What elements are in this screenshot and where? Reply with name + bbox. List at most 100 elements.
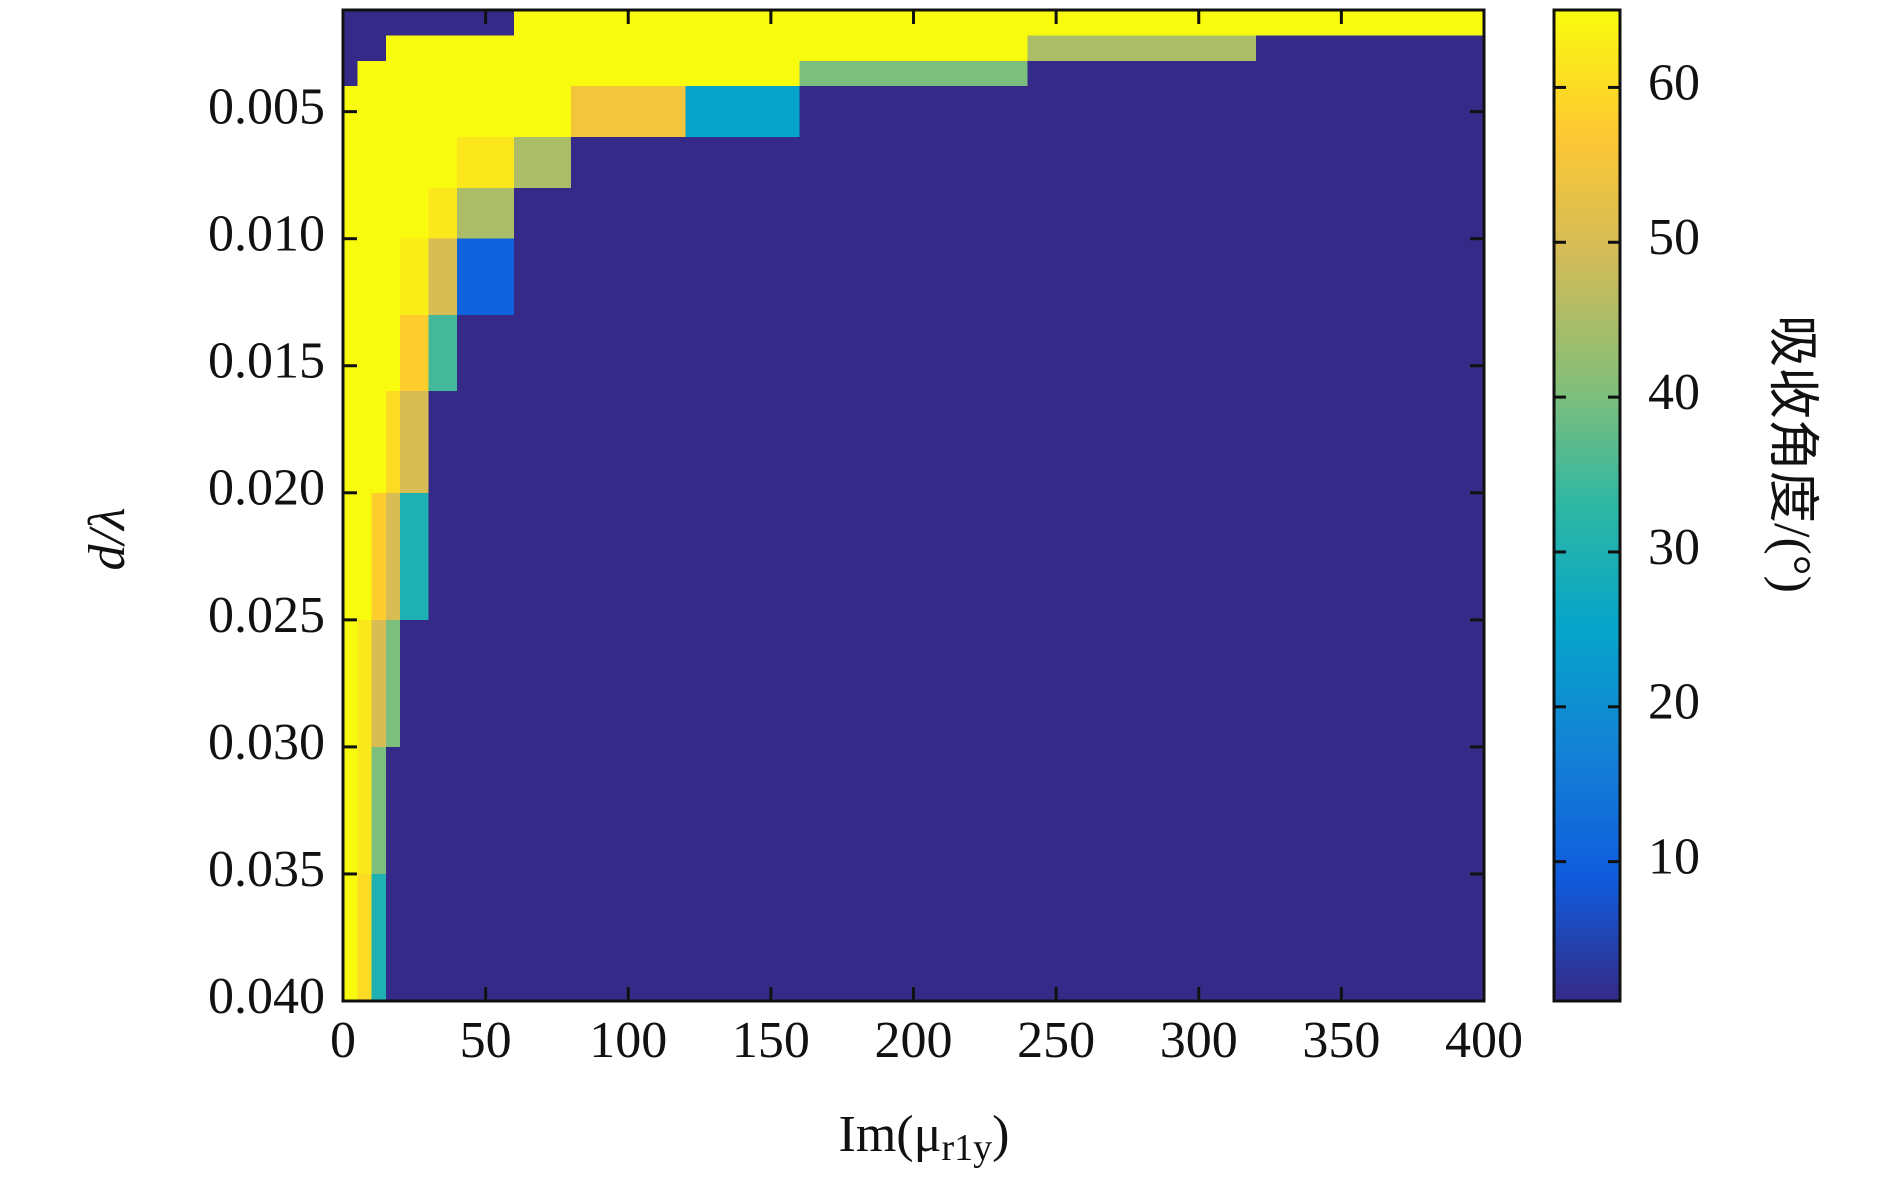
heat-cell [357,492,373,621]
heat-cell [371,314,387,392]
heat-cell [457,60,515,87]
heat-cell [357,60,373,87]
heat-cell [571,60,686,87]
heatmap [343,10,1485,1002]
heat-cell [1255,86,1485,138]
x-tick-label: 0 [330,1012,356,1069]
heat-cell [400,746,430,875]
heat-cell [385,137,401,189]
heat-cell [357,35,373,62]
heat-cell [571,137,686,189]
heat-cell [371,873,387,1002]
heat-cell [514,314,572,392]
heat-cell [457,35,515,62]
heat-cell [428,10,458,36]
y-tick-label: 0.025 [208,587,325,644]
heat-cell [457,492,515,621]
heat-cell [371,238,387,316]
heat-cell [571,746,686,875]
heat-cell [571,238,686,316]
heat-cell [428,492,458,621]
heat-cell [1255,746,1485,875]
x-axis-label: Im(μr1y) [839,1106,1010,1169]
heat-cell [799,86,1029,138]
heat-cell [457,86,515,138]
heat-cell [357,187,373,240]
heat-cell [1027,10,1257,36]
heat-cell [357,238,373,316]
heat-cell [799,137,1029,189]
heat-cell [457,238,515,316]
heat-cell [343,746,358,875]
heat-cell [371,619,387,748]
heat-cell [457,391,515,494]
heat-cell [371,60,387,87]
heat-cell [357,873,373,1002]
heat-cell [428,238,458,316]
colorbar-tick-label: 20 [1648,674,1700,731]
heat-cell [514,137,572,189]
heat-cell [371,187,387,240]
heat-cell [571,492,686,621]
heat-cell [371,137,387,189]
heat-cell [385,492,401,621]
heat-cell [357,619,373,748]
heat-cell [343,314,358,392]
heat-cell [385,86,401,138]
heat-cell [1255,60,1485,87]
heat-cell [685,391,800,494]
heat-cell [428,619,458,748]
heat-cell [685,746,800,875]
heat-cell [343,10,358,36]
heat-cell [1255,391,1485,494]
colorbar [1552,8,1622,1003]
x-tick-label: 200 [875,1012,953,1069]
heat-cell [514,746,572,875]
y-tick-label: 0.035 [208,841,325,898]
heat-cell [799,619,1029,748]
heat-cell [385,873,401,1002]
heat-cell [571,86,686,138]
heat-cell [385,619,401,748]
heat-cell [428,187,458,240]
heat-cell [400,873,430,1002]
heat-cell [1027,746,1257,875]
heat-cell [385,314,401,392]
heat-cell [457,187,515,240]
heat-cell [457,873,515,1002]
heat-cell [428,314,458,392]
x-label-subscript: r1y [941,1127,992,1169]
heat-cell [357,391,373,494]
heat-cell [514,238,572,316]
heat-cell [1027,619,1257,748]
colorbar-tick-label: 50 [1648,209,1700,266]
heat-cell [357,86,373,138]
x-tick-label: 300 [1160,1012,1238,1069]
heat-cell [428,873,458,1002]
heat-cell [685,238,800,316]
heat-cell [371,492,387,621]
heat-cell [428,391,458,494]
heat-cell [343,60,358,87]
heat-cell [428,746,458,875]
heat-cell [1027,60,1257,87]
heat-cell [799,492,1029,621]
heat-cell [343,137,358,189]
heat-cell [1027,187,1257,240]
heat-cell [343,492,358,621]
heat-cell [400,238,430,316]
heat-cell [571,314,686,392]
heat-cell [799,746,1029,875]
heat-cell [428,60,458,87]
heat-cell [685,35,800,62]
heat-cell [428,86,458,138]
heat-cell [1027,314,1257,392]
y-tick-label: 0.015 [208,333,325,390]
heat-cell [343,238,358,316]
colorbar-tick-label: 40 [1648,364,1700,421]
colorbar-tick-label: 60 [1648,54,1700,111]
x-tick-label: 50 [460,1012,512,1069]
heat-cell [400,60,430,87]
heat-cell [514,60,572,87]
